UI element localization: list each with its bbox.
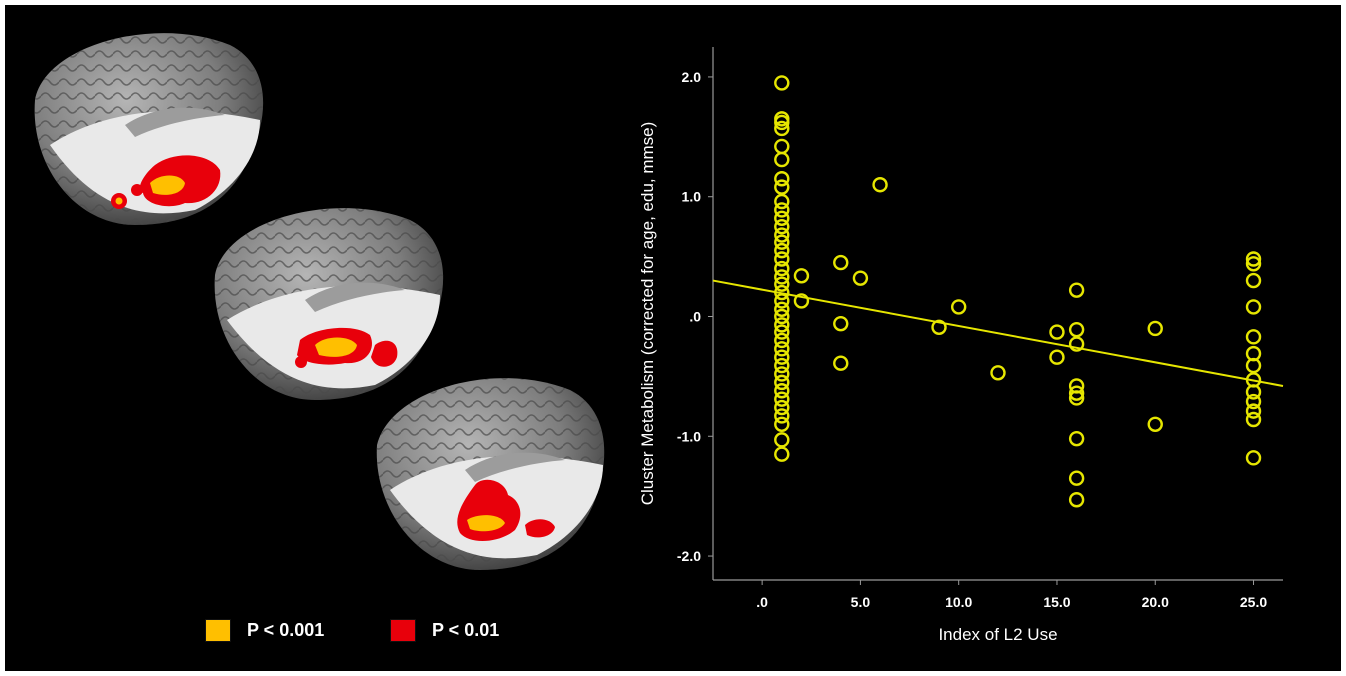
y-axis-title: Cluster Metabolism (corrected for age, e… [638, 122, 657, 506]
data-point [1068, 492, 1085, 508]
x-tick-label: 25.0 [1240, 594, 1267, 610]
x-tick-label: .0 [756, 594, 768, 610]
data-point [774, 317, 790, 333]
data-point [793, 268, 810, 284]
y-tick-label: 1.0 [682, 189, 702, 205]
data-point [774, 366, 790, 382]
data-point [774, 349, 790, 365]
data-point [774, 227, 790, 243]
data-point [1068, 430, 1085, 447]
data-point [1068, 385, 1085, 401]
data-point [1245, 251, 1262, 267]
data-point [1049, 349, 1065, 365]
legend-label-p001: P < 0.001 [247, 619, 325, 640]
data-point [1068, 282, 1085, 298]
x-axis-title: Index of L2 Use [938, 625, 1057, 644]
data-point [774, 446, 790, 462]
data-point [774, 284, 790, 301]
data-point [950, 299, 967, 315]
brain-rendering-top [34, 33, 264, 225]
data-point [774, 138, 790, 155]
x-tick-label: 10.0 [945, 594, 972, 610]
legend: P < 0.001 P < 0.01 [205, 613, 625, 647]
legend-label-p01: P < 0.01 [432, 619, 500, 640]
data-point [793, 293, 810, 309]
data-point [774, 114, 790, 131]
data-point [872, 177, 888, 193]
y-tick-label: -1.0 [677, 428, 701, 444]
data-point [774, 179, 790, 195]
data-point [833, 315, 849, 332]
data-point [1245, 272, 1262, 289]
y-tick-label: .0 [689, 308, 701, 324]
x-tick-label: 20.0 [1142, 594, 1169, 610]
axes [708, 47, 1283, 585]
legend-item-p01: P < 0.01 [390, 613, 499, 647]
brain-renderings [34, 33, 605, 570]
data-point [774, 408, 790, 424]
y-tick-label: 2.0 [682, 69, 702, 85]
data-point [774, 210, 790, 226]
data-point [774, 242, 790, 259]
data-point [774, 293, 790, 309]
data-point [774, 383, 790, 399]
legend-swatch-red [390, 618, 416, 642]
data-point [990, 365, 1006, 381]
data-point [1068, 336, 1085, 352]
scatter-plot: .0 5.0 10.0 15.0 20.0 25.0 2.0 1.0 .0 -1.0 -2.0 In… [638, 47, 1284, 644]
data-point [774, 75, 790, 91]
data-point [774, 193, 790, 210]
y-tick-label: -2.0 [677, 548, 701, 564]
legend-item-p001: P < 0.001 [205, 613, 324, 647]
data-point [774, 269, 790, 285]
brain-rendering-bottom [376, 378, 605, 570]
data-point [774, 276, 790, 292]
data-point [1147, 416, 1163, 432]
data-point [774, 332, 790, 349]
data-point [774, 399, 790, 416]
data-point [774, 202, 790, 218]
brain-rendering-middle [214, 208, 444, 400]
data-point [1245, 393, 1262, 410]
data-point [833, 254, 849, 271]
data-point [1245, 299, 1262, 315]
data-point [774, 357, 790, 374]
data-point [1245, 256, 1262, 272]
x-tick-label: 15.0 [1043, 594, 1070, 610]
tick-labels: .0 5.0 10.0 15.0 20.0 25.0 2.0 1.0 .0 -1.0 -2.0 [677, 69, 1267, 610]
data-point [774, 218, 790, 235]
data-point [1245, 403, 1262, 419]
data-point [774, 391, 790, 407]
data-point [1245, 450, 1262, 466]
data-point [774, 234, 790, 250]
data-point [931, 319, 947, 335]
data-point [774, 308, 790, 325]
data-point [774, 251, 790, 267]
data-point [774, 120, 790, 137]
data-point [1245, 384, 1262, 400]
data-point [774, 171, 790, 187]
data-point [774, 151, 790, 168]
data-point [1245, 329, 1262, 345]
data-point [1068, 321, 1085, 338]
data-point [774, 324, 790, 340]
data-point [774, 301, 790, 318]
legend-swatch-yellow [205, 618, 231, 642]
data-point [774, 374, 790, 391]
data-point [1245, 411, 1262, 428]
data-point [1049, 324, 1065, 340]
data-point [833, 355, 849, 371]
data-point [1147, 320, 1163, 337]
data-point [1068, 470, 1085, 486]
data-point [852, 270, 869, 286]
data-point [774, 341, 790, 357]
data-point [774, 432, 790, 448]
data-point [774, 416, 790, 432]
data-point [1068, 390, 1085, 406]
x-tick-label: 5.0 [851, 594, 871, 610]
data-point [1245, 357, 1262, 374]
data-point [774, 260, 790, 277]
data-points [774, 75, 1262, 508]
